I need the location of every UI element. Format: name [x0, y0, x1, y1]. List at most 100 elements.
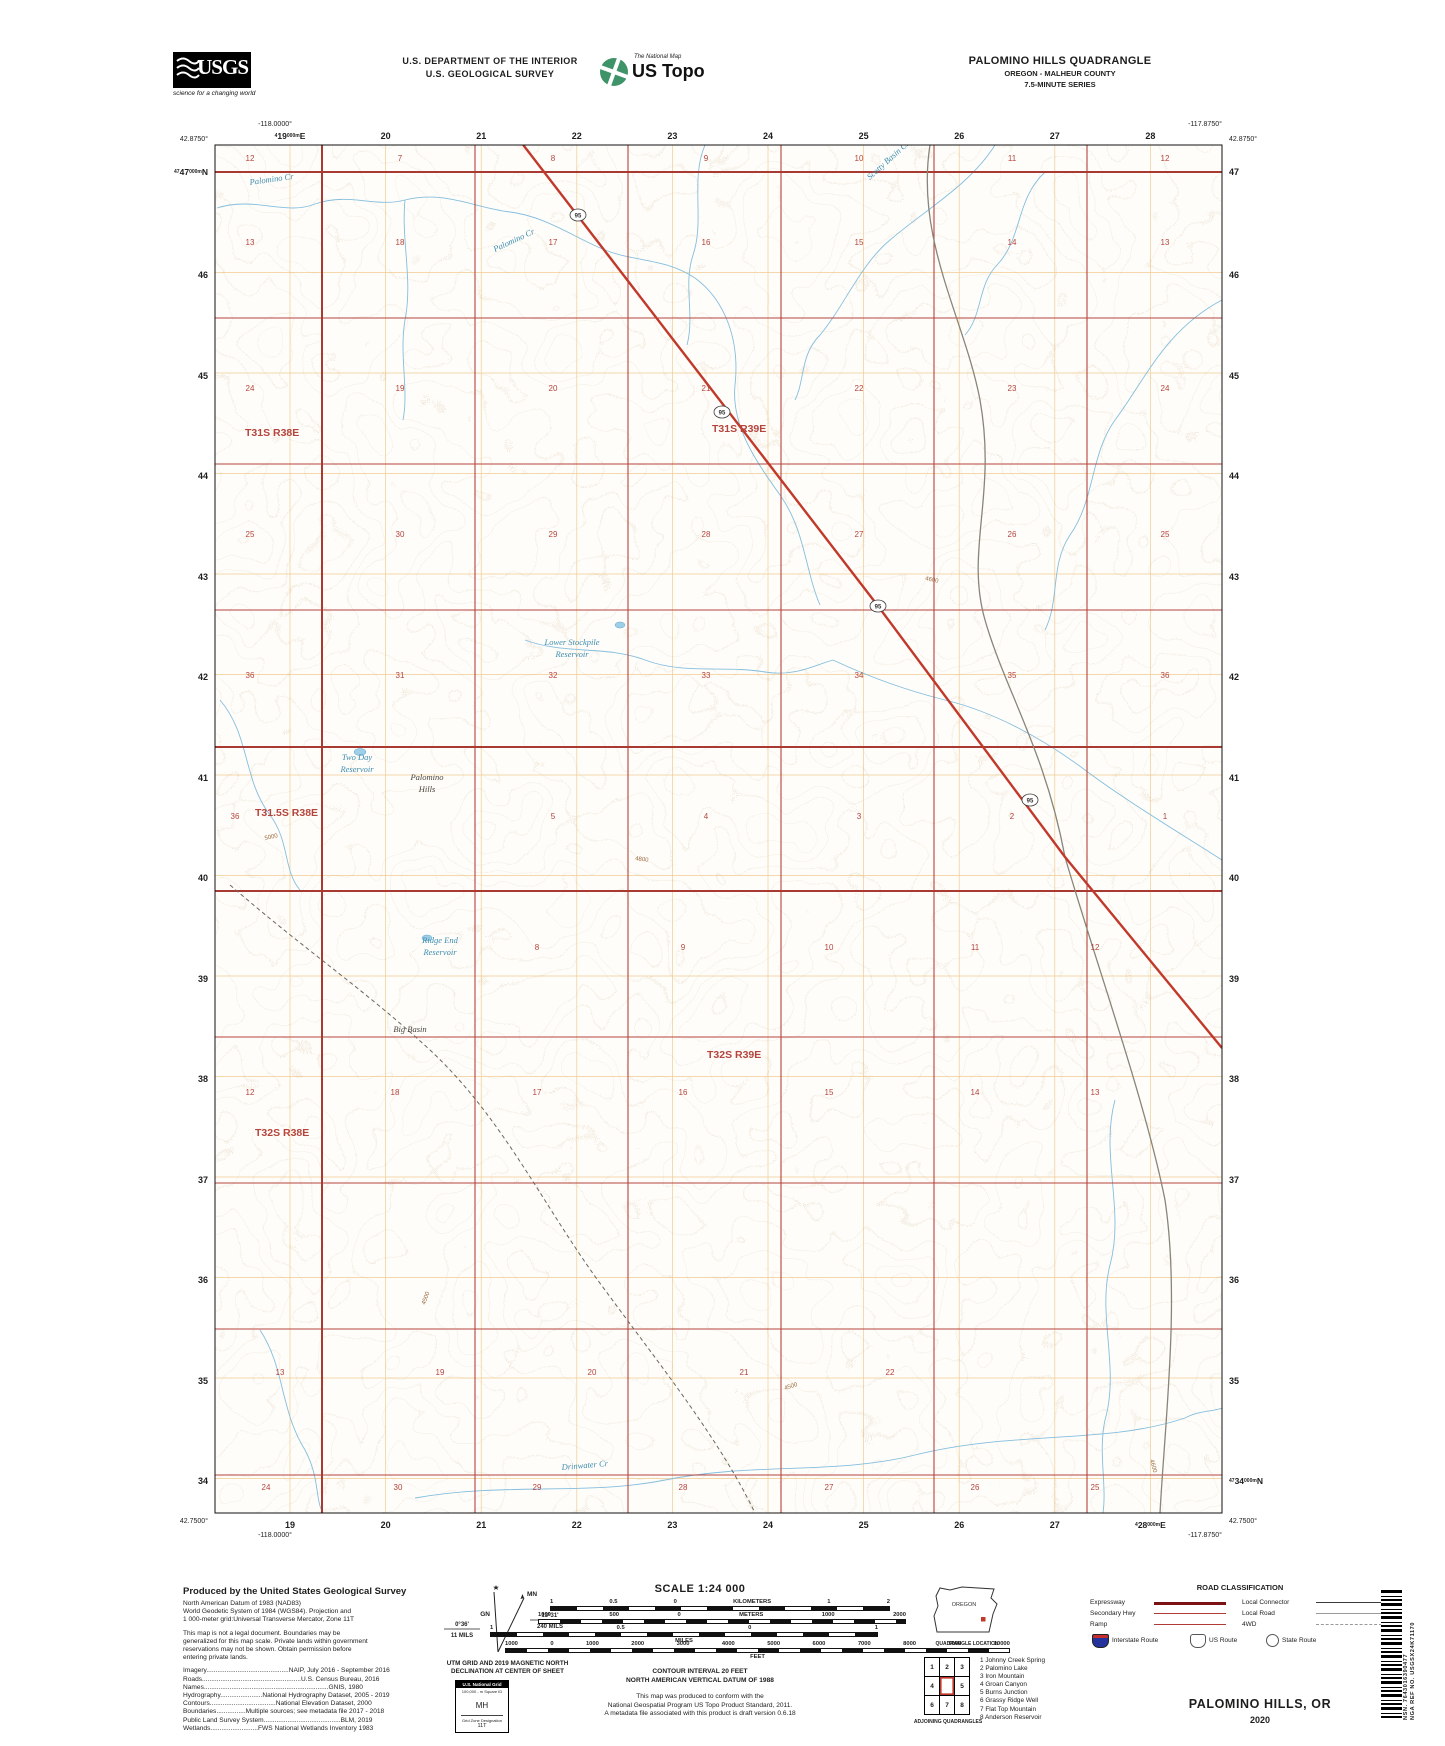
corner-lat: 42.7500°: [1229, 1517, 1257, 1525]
usng-zone: 11T: [477, 1723, 487, 1729]
grid-tick: 44: [198, 471, 208, 481]
scale-label: 5000: [767, 1641, 781, 1647]
grid-tick: 25: [859, 131, 869, 141]
section-number: 11: [1008, 154, 1017, 163]
scale-unit-label: FEET: [750, 1654, 765, 1660]
grid-tick: 34: [198, 1476, 208, 1486]
section-number: 24: [246, 384, 255, 393]
section-number: 30: [394, 1483, 403, 1492]
legal-line: This map is not a legal document. Bounda…: [183, 1629, 341, 1637]
scale-label: 1000: [505, 1641, 518, 1647]
contour-texture: [215, 145, 1222, 1513]
road-classification-title: ROAD CLASSIFICATION: [1196, 1583, 1284, 1592]
grid-tick: 38: [198, 1074, 208, 1084]
section-number: 23: [1008, 384, 1017, 393]
hills-label: Palomino: [409, 772, 443, 782]
scale-bar: [505, 1648, 1010, 1653]
adjoining-cell: 8: [954, 1695, 970, 1715]
section-number: 17: [549, 238, 558, 247]
credit-line: Boundaries................Multiple sourc…: [183, 1708, 385, 1716]
streams: [216, 145, 1222, 1513]
section-number: 29: [549, 530, 558, 539]
grid-tick: 27: [1050, 131, 1060, 141]
section-number: 18: [391, 1088, 400, 1097]
section-number: 1: [1163, 812, 1168, 821]
legal-line: generalized for this map scale. Private …: [183, 1637, 368, 1645]
contour-label: 4600: [925, 576, 940, 585]
section-number: 33: [702, 671, 711, 680]
section-number: 21: [702, 384, 711, 393]
scale-bar: [550, 1606, 890, 1611]
usgs-tagline: science for a changing world: [173, 90, 256, 97]
road-label: Local Connector: [1242, 1599, 1290, 1606]
true-north-star-icon: [493, 1585, 499, 1590]
grid-tick: 42: [198, 672, 208, 682]
section-number: 26: [1008, 530, 1017, 539]
nga-ref-code: NGA REF NO. USGSX24K71170: [1410, 1621, 1416, 1720]
standard-note-line1: This map was produced to conform with th…: [636, 1693, 764, 1700]
scale-label: 500: [609, 1612, 620, 1618]
adjoining-cell: 1: [924, 1657, 940, 1677]
adjoining-name: 3 Iron Mountain: [980, 1673, 1025, 1681]
section-number: 19: [436, 1368, 445, 1377]
scale-label: 1000: [538, 1612, 551, 1618]
barcode: [1381, 1588, 1402, 1718]
us-route-shield-icon: [713, 405, 731, 419]
section-number: 13: [246, 238, 255, 247]
section-number: 35: [1008, 671, 1017, 680]
grid-tick: 41: [1229, 773, 1239, 783]
adjoining-cell: 6: [924, 1695, 940, 1715]
section-number: 29: [533, 1483, 542, 1492]
grid-tick: 23: [667, 131, 677, 141]
us-route-shield-icon: [869, 599, 887, 613]
mn-label: MN: [527, 1591, 537, 1598]
usng-box: U.S. National Grid 100,000 - m Square ID…: [455, 1680, 509, 1733]
contour-label: 4500: [784, 1382, 799, 1392]
declination-diagram: GN MN 0°36' 11 MILS 13°31' 240 MILS: [444, 1585, 570, 1653]
adjoining-cell: 4: [924, 1676, 940, 1696]
quad-location-caption: QUADRANGLE LOCATION: [935, 1641, 999, 1647]
scale-label: 8000: [903, 1641, 917, 1647]
grid-tick: 44: [1229, 471, 1239, 481]
reservoir-label: Two Day: [342, 752, 373, 762]
sheet-title: PALOMINO HILLS, OR: [1188, 1697, 1332, 1711]
section-number: 9: [704, 154, 709, 163]
township-label: T31S R39E: [712, 423, 766, 435]
credit-line: Public Land Survey System...............…: [183, 1716, 373, 1724]
section-number: 19: [396, 384, 405, 393]
ramp-line-icon: [1154, 1624, 1226, 1625]
grid-tick: 28: [1145, 131, 1155, 141]
magnetic-north-arrow-icon: [520, 1594, 524, 1599]
reservoir-label: Reservoir: [422, 947, 457, 957]
road-label: Local Road: [1242, 1610, 1275, 1617]
section-number: 17: [533, 1088, 542, 1097]
grid-tick: 45: [198, 371, 208, 381]
state-name: OREGON: [952, 1602, 976, 1608]
scale-bar-feet: 1000 0 1000 2000 3000 4000 5000 6000 700…: [505, 1641, 1010, 1660]
usng-header: U.S. National Grid: [456, 1681, 508, 1688]
grid-tick: 22: [572, 1520, 582, 1530]
scale-label: 1: [874, 1625, 878, 1631]
legal-line: reservations may not be shown. Obtain pe…: [183, 1646, 352, 1654]
contour-label: 4600: [1148, 1459, 1157, 1474]
usgs-logo: USGS: [173, 52, 251, 88]
grid-tick: 35: [198, 1376, 208, 1386]
section-number: 25: [1091, 1483, 1100, 1492]
section-number: 3: [857, 812, 862, 821]
nsn-code: NSN. 7643016390477: [1403, 1653, 1409, 1720]
section-number: 13: [1161, 238, 1170, 247]
grid-tick: 20: [381, 1520, 391, 1530]
reservoir-label: Lower Stockpile: [543, 637, 599, 647]
scale-bar-meters: 1000 500 0 METERS 1000 2000: [538, 1612, 906, 1624]
section-number: 30: [396, 530, 405, 539]
grid-tick: 21: [476, 131, 486, 141]
adjoining-cell: 5: [954, 1676, 970, 1696]
scale-bar-miles: 1 0.5 0 1 MILES: [490, 1625, 878, 1644]
gn-label: GN: [480, 1611, 490, 1618]
road-label: 4WD: [1242, 1621, 1257, 1628]
section-number: 28: [679, 1483, 688, 1492]
section-number: 12: [246, 154, 255, 163]
contour-notes: CONTOUR INTERVAL 20 FEET NORTH AMERICAN …: [560, 1668, 840, 1719]
section-number: 14: [1008, 238, 1017, 247]
